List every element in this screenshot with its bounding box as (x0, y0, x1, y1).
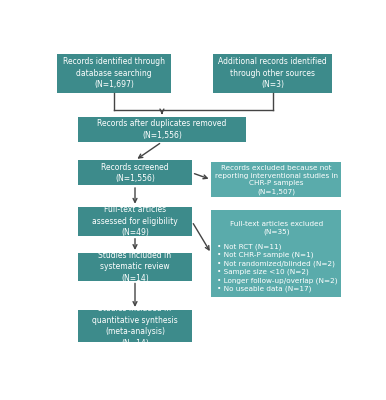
FancyBboxPatch shape (211, 210, 342, 298)
Text: Records after duplicates removed
(N=1,556): Records after duplicates removed (N=1,55… (97, 119, 227, 140)
Text: Records identified through
database searching
(N=1,697): Records identified through database sear… (63, 58, 165, 89)
Text: Records screened
(N=1,556): Records screened (N=1,556) (101, 162, 169, 183)
Text: Studies included in
quantitative synthesis
(meta-analysis)
(N=14): Studies included in quantitative synthes… (92, 304, 178, 348)
FancyBboxPatch shape (78, 117, 246, 142)
Text: Studies included in
systematic review
(N=14): Studies included in systematic review (N… (98, 251, 171, 283)
FancyBboxPatch shape (78, 207, 192, 236)
Text: Records excluded because not
reporting interventional studies in
CHR-P samples
(: Records excluded because not reporting i… (215, 165, 338, 194)
Text: Full-text articles
assessed for eligibility
(N=49): Full-text articles assessed for eligibil… (92, 205, 178, 237)
Text: • Not RCT (N=11)
• Not CHR-P sample (N=1)
• Not randomized/blinded (N=2)
• Sampl: • Not RCT (N=11) • Not CHR-P sample (N=1… (217, 243, 338, 292)
Text: Additional records identified
through other sources
(N=3): Additional records identified through ot… (218, 58, 327, 89)
Text: Full-text articles excluded
(N=35): Full-text articles excluded (N=35) (230, 221, 323, 235)
FancyBboxPatch shape (211, 162, 342, 197)
FancyBboxPatch shape (78, 160, 192, 185)
FancyBboxPatch shape (213, 54, 332, 93)
FancyBboxPatch shape (57, 54, 171, 93)
FancyBboxPatch shape (78, 253, 192, 280)
FancyBboxPatch shape (78, 310, 192, 342)
